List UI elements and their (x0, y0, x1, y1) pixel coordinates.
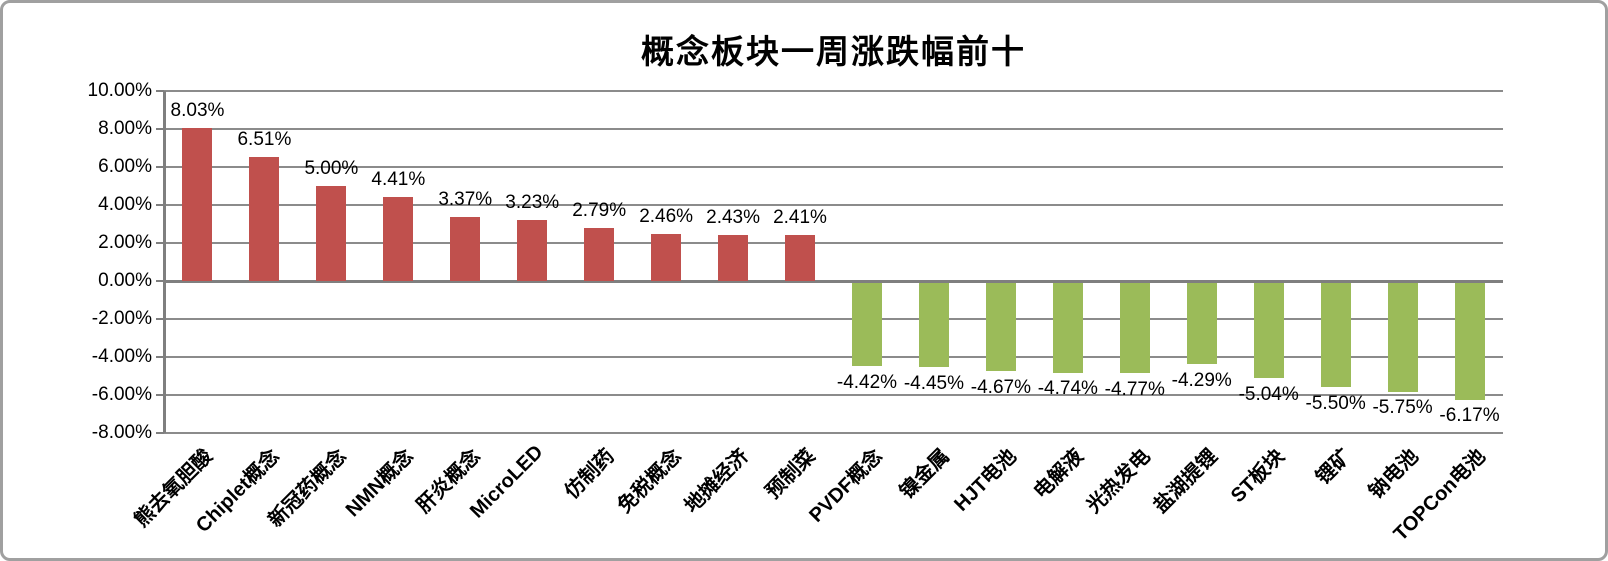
bar (249, 157, 280, 281)
y-axis-tick-label: 10.00% (87, 80, 152, 101)
y-axis-tick (156, 204, 164, 206)
bar (584, 227, 615, 281)
bar-value-label: -4.29% (1171, 369, 1232, 391)
y-axis-tick-label: 0.00% (98, 270, 152, 291)
bar-value-label: 5.00% (304, 158, 359, 179)
y-axis-tick-label: 8.00% (98, 118, 152, 139)
bar (1320, 282, 1351, 387)
bar-value-label: -4.77% (1104, 378, 1165, 400)
bar (651, 234, 682, 281)
bar-value-label: -4.74% (1037, 378, 1098, 400)
bar-value-label: -4.45% (903, 372, 965, 394)
y-axis-tick (156, 280, 164, 282)
bar (1454, 282, 1485, 400)
bar (1387, 282, 1418, 392)
y-axis-tick (156, 166, 164, 168)
bar-value-label: 8.03% (170, 100, 225, 122)
bar (1186, 282, 1217, 364)
gridline (164, 394, 1503, 396)
zero-axis-line (164, 279, 1503, 283)
y-axis-tick (156, 432, 164, 434)
y-axis-tick-label: -6.00% (91, 384, 152, 405)
bar-value-label: -6.17% (1439, 405, 1500, 427)
bar (985, 282, 1016, 372)
y-axis-tick (156, 394, 164, 396)
bar-value-label: -5.04% (1238, 383, 1299, 405)
y-axis-tick-label: 6.00% (98, 156, 152, 177)
y-axis-tick-label: -2.00% (91, 308, 152, 329)
bar (1052, 282, 1083, 373)
bar-value-label: 2.43% (706, 206, 760, 228)
bar-value-label: -4.67% (970, 376, 1031, 398)
chart-title: 概念板块一周涨跌幅前十 (641, 35, 1026, 71)
y-axis-tick (156, 242, 164, 244)
bar (785, 235, 816, 281)
bar-value-label: -4.42% (836, 371, 898, 393)
bar-value-label: 2.79% (572, 199, 627, 221)
y-axis-tick (156, 356, 164, 358)
bar-value-label: 2.46% (639, 206, 694, 228)
gridline (164, 356, 1503, 358)
bar (851, 282, 882, 367)
bar (718, 234, 749, 281)
gridline (164, 204, 1503, 206)
y-axis-tick (156, 128, 164, 130)
bar (450, 216, 481, 281)
y-axis-line (162, 91, 166, 433)
gridline (164, 432, 1503, 434)
bar (918, 282, 949, 368)
bar (1119, 282, 1150, 374)
y-axis-tick-label: 4.00% (98, 194, 152, 215)
bar-value-label: 3.23% (505, 191, 560, 213)
bar (1253, 282, 1284, 379)
bar-value-label: 6.51% (237, 129, 292, 151)
bar (316, 186, 347, 281)
bar (383, 197, 414, 281)
bar-value-label: 2.41% (773, 207, 827, 229)
bar (182, 128, 213, 281)
y-axis-tick (156, 318, 164, 320)
bar-value-label: -5.75% (1372, 397, 1433, 419)
bar-value-label: -5.50% (1305, 392, 1366, 414)
gridline (164, 90, 1503, 92)
gridline (164, 166, 1503, 168)
bar (517, 219, 548, 281)
gridline (164, 128, 1503, 130)
y-axis-tick (156, 90, 164, 92)
gridline (164, 242, 1503, 244)
gridline (164, 318, 1503, 320)
bar-value-label: 4.41% (371, 169, 426, 191)
y-axis-tick-label: -4.00% (91, 346, 152, 367)
bar-value-label: 3.37% (438, 188, 493, 210)
y-axis-tick-label: 2.00% (98, 232, 152, 253)
y-axis-tick-label: -8.00% (91, 422, 152, 443)
